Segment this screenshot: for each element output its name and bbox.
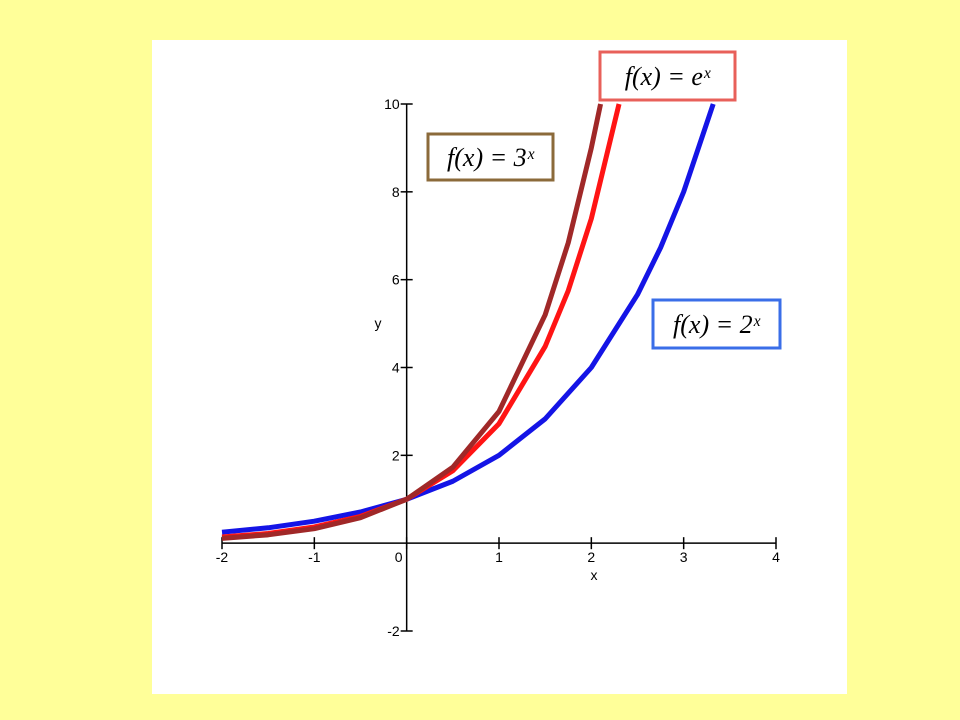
x-tick-label: -2 bbox=[216, 549, 229, 565]
y-tick-label: 4 bbox=[392, 360, 400, 376]
y-axis-label: y bbox=[375, 315, 382, 331]
x-tick-label: 4 bbox=[772, 549, 780, 565]
legend-box bbox=[426, 132, 555, 182]
legend-label: f(x) = 2ˣ bbox=[673, 310, 761, 339]
legend-box bbox=[598, 50, 737, 102]
x-tick-label: 0 bbox=[395, 549, 403, 565]
legend-label: f(x) = 3ˣ bbox=[447, 143, 535, 172]
y-tick-label: 6 bbox=[392, 272, 400, 288]
x-tick-label: -1 bbox=[308, 549, 321, 565]
legend-label: f(x) = eˣ bbox=[625, 62, 711, 91]
series-line bbox=[221, 103, 604, 541]
x-tick-label: 1 bbox=[495, 549, 503, 565]
x-tick-label: 3 bbox=[680, 549, 688, 565]
y-tick-label: 10 bbox=[384, 96, 400, 112]
y-tick-label: -2 bbox=[387, 623, 400, 639]
y-tick-label: 2 bbox=[392, 447, 400, 463]
legend-box bbox=[651, 298, 782, 350]
y-tick-label: 8 bbox=[392, 184, 400, 200]
series-line bbox=[221, 103, 716, 535]
x-tick-label: 2 bbox=[587, 549, 595, 565]
x-axis-label: x bbox=[591, 567, 598, 583]
